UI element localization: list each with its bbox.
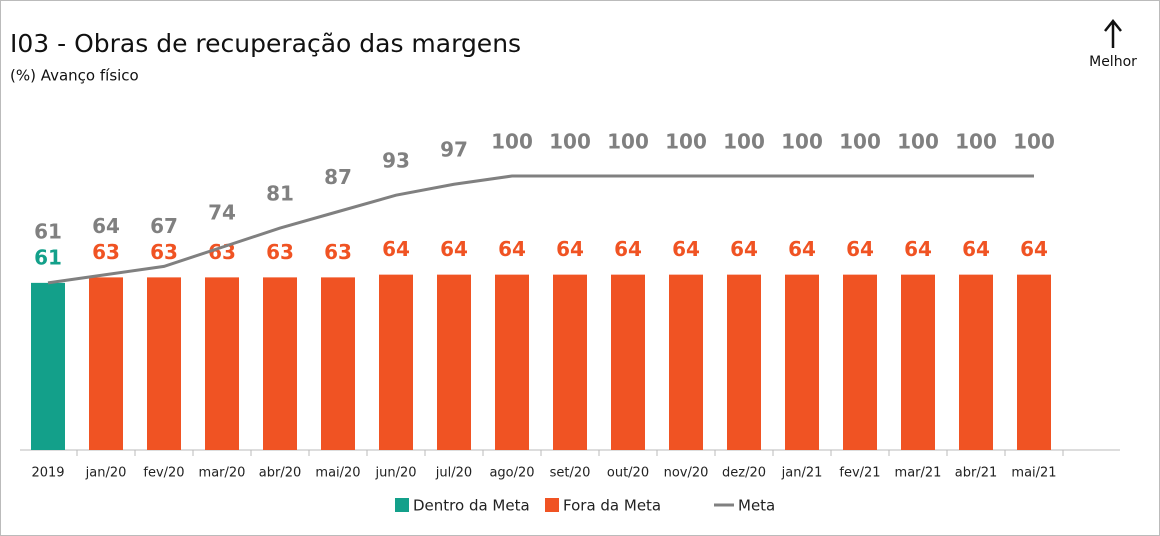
bar bbox=[495, 274, 529, 450]
bar-label: 64 bbox=[904, 237, 932, 261]
x-tick-label: fev/21 bbox=[839, 466, 880, 481]
x-tick-label: jan/21 bbox=[781, 466, 823, 481]
x-tick-label: ago/20 bbox=[489, 466, 534, 481]
line-label: 67 bbox=[150, 214, 178, 238]
bar bbox=[205, 277, 239, 450]
x-tick-label: mai/20 bbox=[315, 466, 360, 481]
bar-label: 64 bbox=[440, 237, 468, 261]
line-label: 100 bbox=[955, 130, 997, 154]
bar-label: 61 bbox=[34, 245, 62, 269]
line-label: 87 bbox=[324, 165, 352, 189]
line-label: 100 bbox=[549, 130, 591, 154]
bar bbox=[263, 277, 297, 450]
line-label: 81 bbox=[266, 182, 294, 206]
arrow-up bbox=[1104, 18, 1122, 48]
bar bbox=[785, 274, 819, 450]
bar-label: 63 bbox=[150, 240, 178, 264]
x-tick-label: 2019 bbox=[31, 466, 64, 481]
line-label: 100 bbox=[1013, 130, 1055, 154]
line bbox=[47, 174, 1034, 285]
line-label: 100 bbox=[839, 130, 881, 154]
bar-label: 63 bbox=[92, 240, 120, 264]
bar bbox=[669, 274, 703, 450]
x-tick-label: out/20 bbox=[607, 466, 649, 481]
bar bbox=[611, 274, 645, 450]
bar-label: 64 bbox=[382, 237, 410, 261]
legend-swatch bbox=[545, 498, 559, 512]
legend-label: Fora da Meta bbox=[563, 497, 661, 515]
line-label: 100 bbox=[897, 130, 939, 154]
x-tick-label: mar/20 bbox=[199, 466, 246, 481]
x-tick-label: jul/20 bbox=[435, 466, 472, 481]
bar bbox=[1017, 274, 1051, 450]
bar bbox=[901, 274, 935, 450]
line-label: 64 bbox=[92, 214, 120, 238]
legend-label: Meta bbox=[738, 497, 775, 515]
chart-subtitle: (%) Avanço físico bbox=[10, 67, 139, 85]
bar-label: 63 bbox=[324, 240, 352, 264]
legend-swatch bbox=[395, 498, 409, 512]
bar-label: 64 bbox=[1020, 237, 1048, 261]
line-label: 97 bbox=[440, 138, 468, 162]
line-label: 61 bbox=[34, 219, 62, 243]
chart-title: I03 - Obras de recuperação das margens bbox=[10, 29, 521, 58]
line-label: 100 bbox=[607, 130, 649, 154]
line-label: 100 bbox=[723, 130, 765, 154]
line-label: 100 bbox=[665, 130, 707, 154]
bar-label: 64 bbox=[962, 237, 990, 261]
bar-label: 64 bbox=[498, 237, 526, 261]
bar bbox=[843, 274, 877, 450]
x-tick-label: jun/20 bbox=[374, 466, 416, 481]
line-label: 100 bbox=[491, 130, 533, 154]
x-tick-label: nov/20 bbox=[664, 466, 709, 481]
bar bbox=[31, 282, 65, 450]
bar-label: 64 bbox=[614, 237, 642, 261]
bar-label: 63 bbox=[266, 240, 294, 264]
bar-label: 64 bbox=[788, 237, 816, 261]
bar bbox=[553, 274, 587, 450]
bar-label: 64 bbox=[846, 237, 874, 261]
annotation: Melhor bbox=[1089, 54, 1137, 70]
line-label: 93 bbox=[382, 149, 410, 173]
x-tick-label: mar/21 bbox=[895, 466, 942, 481]
bar bbox=[437, 274, 471, 450]
x-tick-label: jan/20 bbox=[85, 466, 127, 481]
bar-label: 64 bbox=[730, 237, 758, 261]
bar bbox=[959, 274, 993, 450]
line-label: 74 bbox=[208, 201, 236, 225]
x-tick-label: abr/21 bbox=[955, 466, 998, 481]
bar bbox=[379, 274, 413, 450]
x-tick-label: dez/20 bbox=[722, 466, 766, 481]
bar-label: 64 bbox=[672, 237, 700, 261]
bar bbox=[321, 277, 355, 450]
x-tick-label: set/20 bbox=[550, 466, 591, 481]
x-tick-label: fev/20 bbox=[143, 466, 184, 481]
line-label: 100 bbox=[781, 130, 823, 154]
bar bbox=[89, 277, 123, 450]
legend-label: Dentro da Meta bbox=[413, 497, 530, 515]
bar bbox=[727, 274, 761, 450]
x-tick-label: abr/20 bbox=[259, 466, 302, 481]
x-tick-label: mai/21 bbox=[1011, 466, 1056, 481]
bar-label: 64 bbox=[556, 237, 584, 261]
bar bbox=[147, 277, 181, 450]
